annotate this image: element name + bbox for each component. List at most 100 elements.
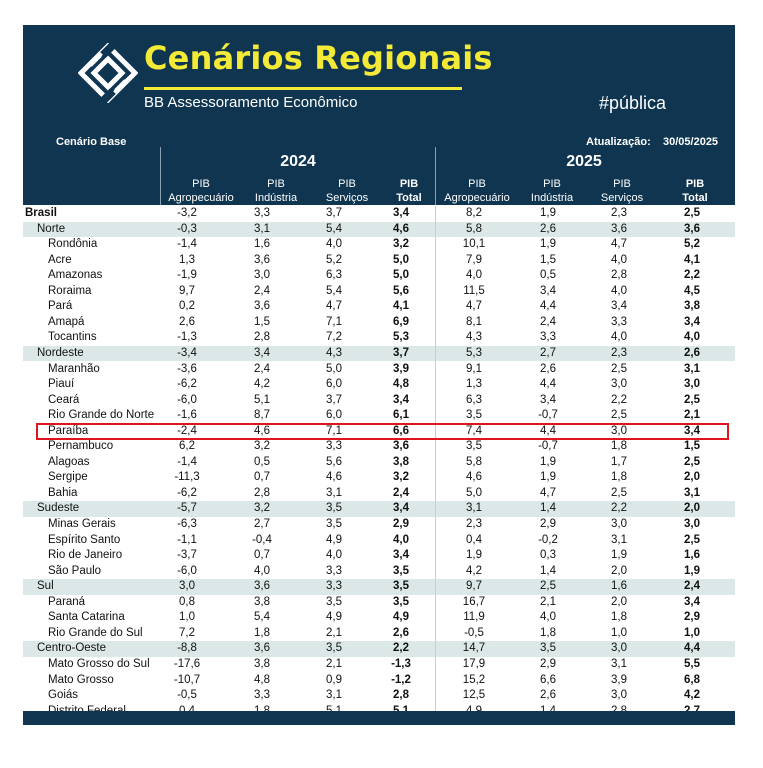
- col-industria-2025: PIB Indústria: [530, 178, 574, 204]
- state-row: Rio Grande do Sul 7,2 1,8 2,1 2,6 -0,5 1,8 1,0 1…: [23, 626, 735, 642]
- value-cell: 3,4: [684, 315, 700, 328]
- value-cell: 2,6: [540, 362, 556, 375]
- value-cell: 4,2: [466, 564, 482, 577]
- value-cell: 2,5: [684, 207, 700, 219]
- row-label: Goiás: [48, 689, 79, 702]
- classification-tag: #pública: [599, 93, 667, 113]
- value-cell: -8,8: [177, 642, 197, 655]
- bb-logo-icon: [78, 43, 138, 103]
- state-row: Amapá 2,6 1,5 7,1 6,9 8,1 2,4 3,3 3,4: [23, 315, 735, 331]
- value-cell: 2,1: [540, 595, 556, 608]
- value-cell: 3,4: [393, 207, 409, 219]
- value-cell: 3,9: [611, 673, 627, 686]
- value-cell: 4,1: [684, 253, 700, 266]
- update-date: 30/05/2025: [663, 136, 719, 148]
- state-row: Santa Catarina 1,0 5,4 4,9 4,9 11,9 4,0 1,8 2,9: [23, 610, 735, 626]
- value-cell: 5,4: [326, 222, 342, 235]
- row-label: Rio de Janeiro: [48, 549, 123, 562]
- value-cell: 11,9: [463, 611, 485, 624]
- row-label: Minas Gerais: [48, 518, 116, 530]
- value-cell: 2,8: [254, 486, 270, 499]
- value-cell: 4,4: [540, 424, 556, 437]
- value-cell: 3,7: [393, 346, 409, 359]
- value-cell: -0,2: [538, 533, 558, 546]
- row-label: Pará: [48, 300, 73, 313]
- value-cell: 4,0: [466, 269, 482, 282]
- value-cell: 16,7: [462, 595, 486, 608]
- value-cell: 4,1: [393, 300, 409, 313]
- value-cell: -5,7: [177, 502, 197, 515]
- state-row: Sergipe -11,3 0,7 4,6 3,2 4,6 1,9 1,8 2,0: [23, 470, 735, 486]
- value-cell: 3,0: [684, 378, 700, 391]
- value-cell: 10,1: [462, 238, 486, 251]
- value-cell: 1,4: [540, 502, 556, 515]
- value-cell: 5,0: [393, 269, 409, 282]
- value-cell: 1,6: [254, 238, 270, 251]
- value-cell: 0,5: [540, 269, 556, 282]
- value-cell: 2,3: [611, 346, 627, 359]
- value-cell: 4,8: [254, 673, 270, 686]
- footer-bar: [23, 711, 735, 725]
- col-industria-2024: PIB Indústria: [254, 178, 298, 204]
- value-cell: -3,2: [177, 207, 197, 219]
- value-cell: 5,0: [393, 253, 409, 266]
- value-cell: 4,3: [466, 331, 482, 344]
- value-cell: 6,6: [540, 673, 556, 686]
- row-label: Paraná: [48, 595, 86, 608]
- row-label: Pernambuco: [48, 440, 114, 453]
- value-cell: 4,0: [540, 611, 556, 624]
- value-cell: 2,1: [326, 626, 342, 639]
- value-cell: 3,1: [611, 657, 627, 670]
- value-cell: 6,6: [393, 424, 409, 437]
- value-cell: 0,7: [254, 471, 270, 484]
- state-row: Pernambuco 6,2 3,2 3,3 3,6 3,5 -0,7 1,8 1,5: [23, 439, 735, 455]
- value-cell: 1,8: [611, 611, 627, 624]
- value-cell: 4,9: [326, 611, 342, 624]
- value-cell: 3,6: [684, 222, 700, 235]
- value-cell: 3,6: [254, 642, 270, 655]
- value-cell: 2,5: [684, 455, 700, 468]
- value-cell: 8,2: [466, 207, 482, 219]
- title-underline: [144, 87, 462, 90]
- value-cell: 3,4: [684, 424, 700, 437]
- region-row: Nordeste -3,4 3,4 4,3 3,7 5,3 2,7 2,3 2,6: [23, 345, 735, 362]
- value-cell: 3,0: [611, 642, 627, 655]
- value-cell: 3,1: [684, 362, 700, 375]
- value-cell: 2,2: [684, 269, 700, 282]
- value-cell: 3,1: [684, 486, 700, 499]
- value-cell: -1,3: [391, 657, 411, 670]
- value-cell: 4,6: [393, 222, 409, 235]
- value-cell: 2,1: [684, 409, 700, 422]
- value-cell: 11,5: [463, 284, 485, 297]
- state-row: Acre 1,3 3,6 5,2 5,0 7,9 1,5 4,0 4,1: [23, 253, 735, 269]
- value-cell: 3,2: [393, 238, 409, 251]
- value-cell: 1,8: [611, 440, 627, 453]
- report-title: Cenários Regionais: [144, 39, 493, 77]
- value-cell: 4,3: [326, 346, 342, 359]
- value-cell: -1,3: [177, 331, 197, 344]
- value-cell: 14,7: [462, 642, 486, 655]
- state-row: Maranhão -3,6 2,4 5,0 3,9 9,1 2,6 2,5 3,1: [23, 362, 735, 378]
- value-cell: 2,9: [393, 518, 409, 530]
- value-cell: 3,3: [326, 580, 342, 593]
- value-cell: 1,6: [611, 580, 627, 593]
- state-row: Tocantins -1,3 2,8 7,2 5,3 4,3 3,3 4,0 4,0: [23, 330, 735, 346]
- value-cell: -1,4: [177, 238, 197, 251]
- state-row: Paraná 0,8 3,8 3,5 3,5 16,7 2,1 2,0 3,4: [23, 595, 735, 611]
- value-cell: 8,7: [254, 409, 270, 422]
- value-cell: -6,3: [177, 518, 197, 530]
- value-cell: 3,6: [254, 253, 270, 266]
- value-cell: 2,4: [540, 315, 556, 328]
- value-cell: 6,8: [684, 673, 700, 686]
- value-cell: 4,0: [393, 533, 409, 546]
- value-cell: 2,5: [540, 580, 556, 593]
- scenario-label: Cenário Base: [56, 136, 127, 148]
- value-cell: -0,5: [464, 626, 484, 639]
- value-cell: 2,0: [684, 502, 700, 515]
- value-cell: 2,6: [179, 315, 195, 328]
- value-cell: 4,0: [611, 284, 627, 297]
- value-cell: 1,5: [684, 440, 700, 453]
- value-cell: 3,2: [254, 502, 270, 515]
- value-cell: 2,0: [611, 595, 627, 608]
- value-cell: 1,9: [540, 471, 556, 484]
